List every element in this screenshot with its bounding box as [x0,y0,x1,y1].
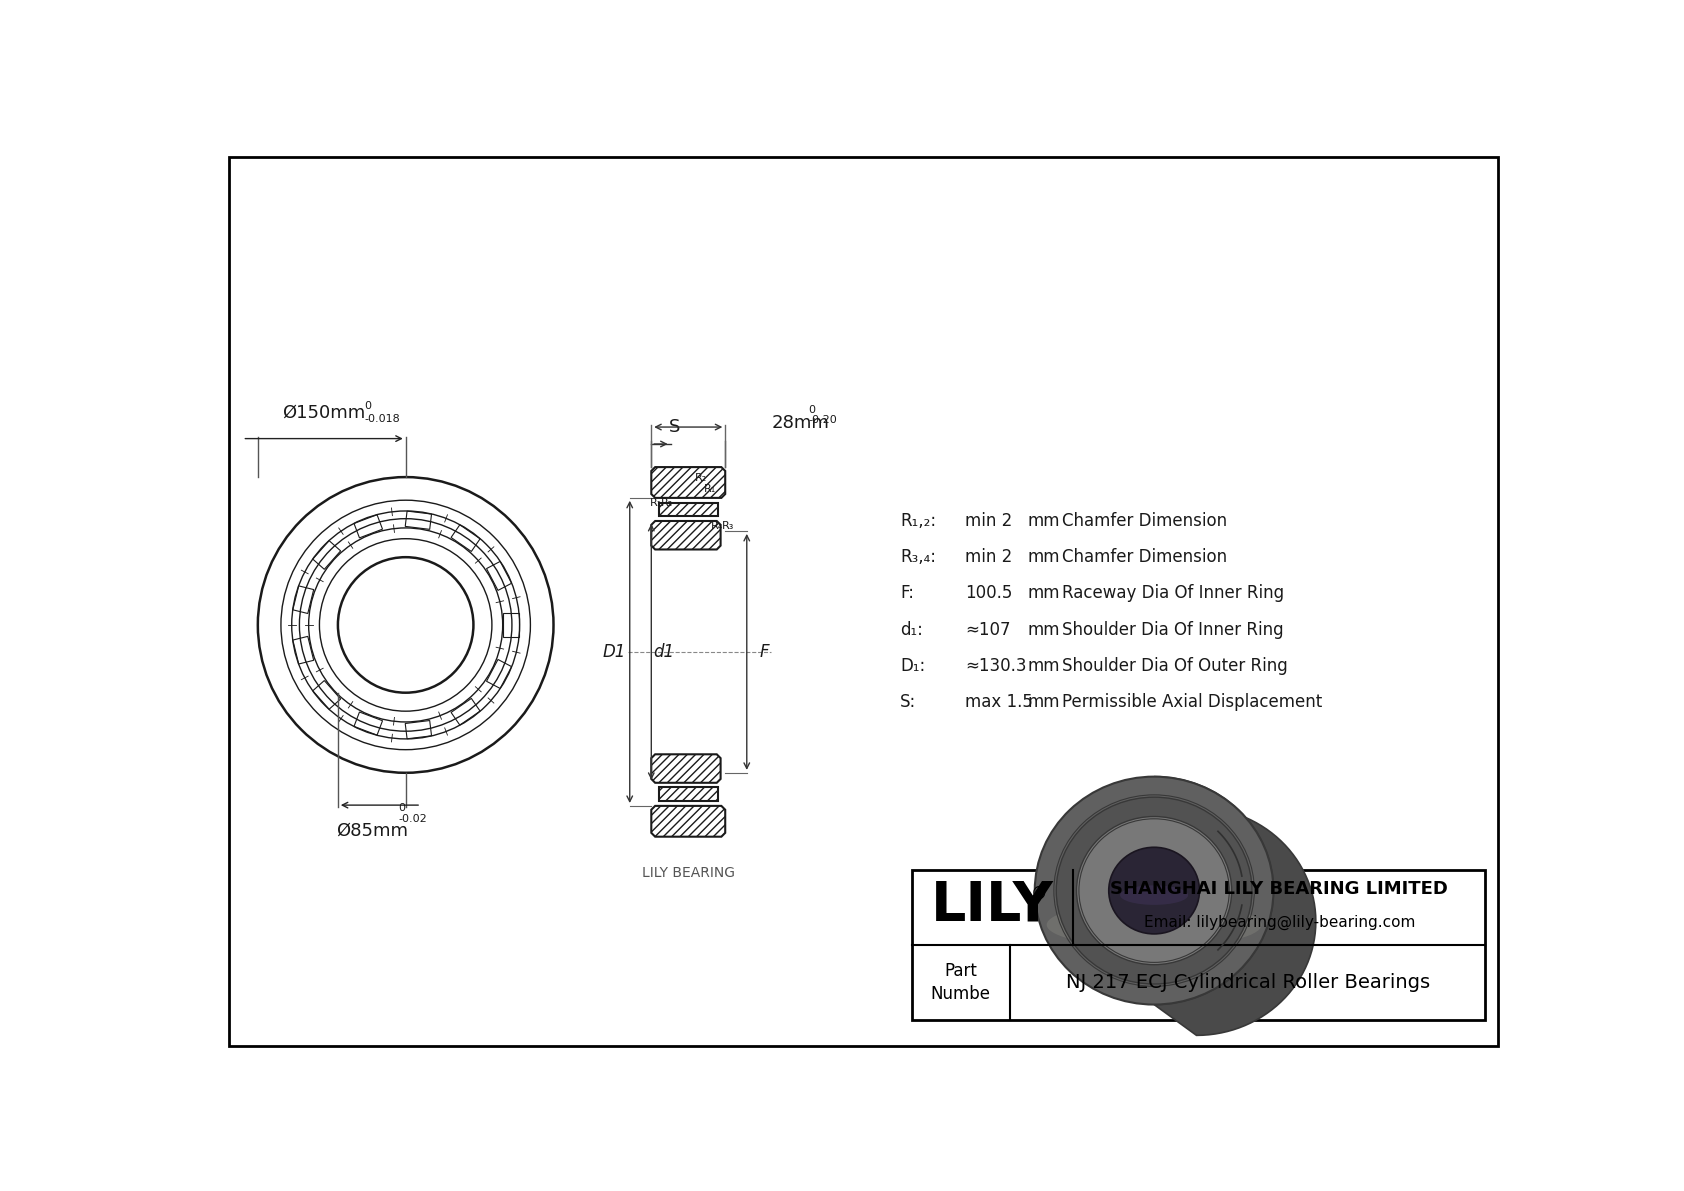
Text: min 2: min 2 [965,512,1012,530]
Text: min 2: min 2 [965,548,1012,566]
Text: mm: mm [1027,693,1059,711]
Text: 0: 0 [397,803,404,813]
Text: Email: lilybearing@lily-bearing.com: Email: lilybearing@lily-bearing.com [1143,915,1415,930]
Text: R₁: R₁ [650,498,662,507]
Text: mm: mm [1027,621,1059,638]
Text: Ø85mm: Ø85mm [335,822,408,840]
Text: 28mm: 28mm [771,414,829,432]
Text: D1: D1 [603,643,626,661]
Text: R₃,₄:: R₃,₄: [899,548,936,566]
Text: -0.20: -0.20 [808,416,837,425]
Text: Shoulder Dia Of Inner Ring: Shoulder Dia Of Inner Ring [1061,621,1283,638]
Text: NJ 217 ECJ Cylindrical Roller Bearings: NJ 217 ECJ Cylindrical Roller Bearings [1066,973,1430,992]
Text: max 1.5: max 1.5 [965,693,1034,711]
Text: d₁:: d₁: [899,621,923,638]
Text: mm: mm [1027,548,1059,566]
Text: R₃: R₃ [722,520,734,531]
Text: ≈107: ≈107 [965,621,1010,638]
Text: R₁: R₁ [704,484,716,494]
Text: mm: mm [1027,585,1059,603]
Text: d1: d1 [653,643,674,661]
Bar [911,869,1485,1019]
Text: LILY: LILY [931,879,1054,933]
Text: Chamfer Dimension: Chamfer Dimension [1061,512,1228,530]
Text: ≈130.3: ≈130.3 [965,656,1027,675]
Text: Permissible Axial Displacement: Permissible Axial Displacement [1061,693,1322,711]
Ellipse shape [1047,902,1261,948]
Text: -0.02: -0.02 [397,815,426,824]
Text: Raceway Dia Of Inner Ring: Raceway Dia Of Inner Ring [1061,585,1283,603]
Text: SHANGHAI LILY BEARING LIMITED: SHANGHAI LILY BEARING LIMITED [1110,880,1448,898]
Ellipse shape [1120,885,1189,905]
Polygon shape [1154,777,1315,1035]
Text: R₂: R₂ [694,473,707,482]
Text: S:: S: [899,693,916,711]
Text: Ø150mm: Ø150mm [283,404,365,422]
Text: D₁:: D₁: [899,656,925,675]
Text: F:: F: [899,585,914,603]
Text: R₁,₂:: R₁,₂: [899,512,936,530]
Text: LILY BEARING: LILY BEARING [642,866,734,880]
Text: 0: 0 [364,401,370,411]
Text: mm: mm [1027,656,1059,675]
Ellipse shape [1034,777,1273,1004]
Text: Shoulder Dia Of Outer Ring: Shoulder Dia Of Outer Ring [1061,656,1288,675]
Text: F: F [759,643,768,661]
Text: Part
Numbe: Part Numbe [931,961,990,1003]
Ellipse shape [1108,847,1199,934]
Text: 100.5: 100.5 [965,585,1012,603]
Text: ®: ® [1031,885,1047,903]
Text: S: S [669,418,680,436]
Text: R₄: R₄ [711,520,724,531]
Text: R₂: R₂ [660,498,674,507]
Text: Chamfer Dimension: Chamfer Dimension [1061,548,1228,566]
Ellipse shape [1076,817,1231,965]
Text: 0: 0 [808,405,815,416]
Ellipse shape [1056,797,1251,984]
Text: mm: mm [1027,512,1059,530]
Text: -0.018: -0.018 [364,413,399,424]
